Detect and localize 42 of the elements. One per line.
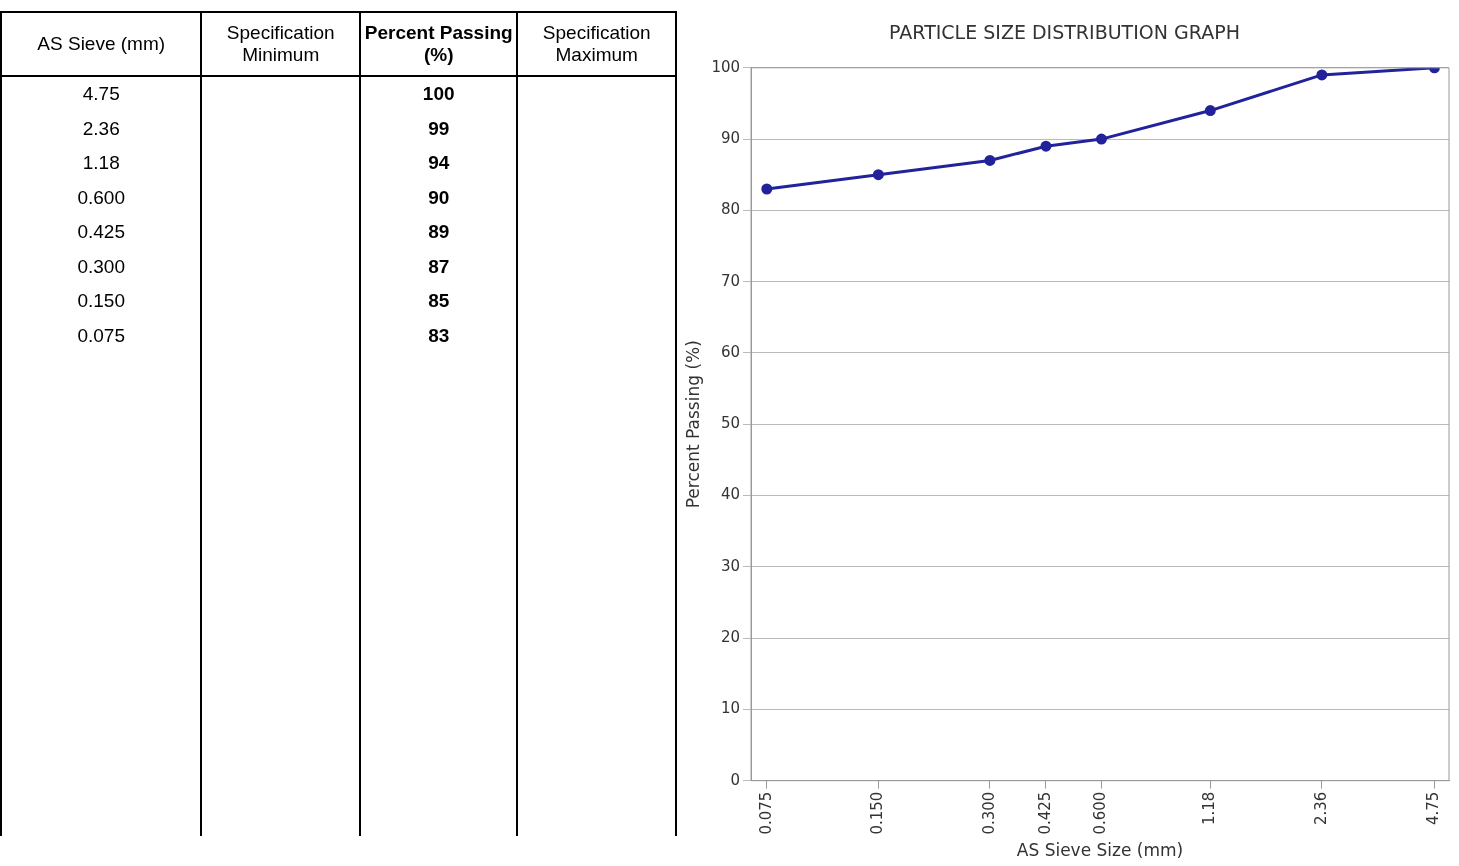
data-label: 94 bbox=[359, 146, 518, 181]
category-label: 0.600 bbox=[1, 180, 202, 215]
x-tick-label: 1.18 bbox=[1200, 791, 1219, 826]
data-label: 99 bbox=[359, 111, 518, 146]
data-label: 85 bbox=[359, 284, 518, 319]
x-tick-label: 0.600 bbox=[1091, 791, 1110, 835]
x-tick-label: 0.300 bbox=[979, 791, 998, 835]
data-label: 89 bbox=[359, 215, 518, 250]
text: Specification Minimum bbox=[201, 12, 360, 76]
category-label: 2.36 bbox=[1, 111, 202, 146]
y-axis-title: Percent Passing (%) bbox=[682, 340, 703, 509]
category-label: 1.18 bbox=[1, 146, 202, 181]
data-label: 87 bbox=[359, 249, 518, 284]
category-label: 0.300 bbox=[1, 249, 202, 284]
y-tick-label: 20 bbox=[720, 627, 741, 646]
chart-title: PARTICLE SIZE DISTRIBUTION GRAPH bbox=[889, 21, 1240, 44]
y-tick-label: 80 bbox=[720, 200, 741, 219]
x-tick-label: 4.75 bbox=[1424, 791, 1443, 826]
data-label: 100 bbox=[359, 76, 518, 112]
y-tick-label: 50 bbox=[720, 414, 741, 433]
x-tick-label: 0.425 bbox=[1035, 791, 1054, 835]
category-label: 0.150 bbox=[1, 284, 202, 319]
x-tick-label: 2.36 bbox=[1311, 791, 1330, 826]
y-tick-label: 0 bbox=[730, 770, 741, 789]
y-tick-label: 100 bbox=[711, 57, 741, 76]
y-tick-label: 10 bbox=[720, 699, 741, 718]
y-tick-label: 60 bbox=[720, 342, 741, 361]
text: Specification Maximum bbox=[517, 12, 676, 76]
data-label: 90 bbox=[359, 180, 518, 215]
category-label: 4.75 bbox=[1, 76, 202, 112]
x-tick-label: 0.150 bbox=[868, 791, 887, 835]
x-axis-title: AS Sieve Size (mm) bbox=[1016, 840, 1184, 861]
text: Percent Passing (%) bbox=[359, 12, 518, 76]
y-tick-label: 40 bbox=[720, 485, 741, 504]
x-tick-label: 0.075 bbox=[756, 791, 775, 835]
y-tick-label: 90 bbox=[720, 128, 741, 147]
category-label: 0.425 bbox=[1, 215, 202, 250]
data-label: 83 bbox=[359, 318, 518, 353]
y-tick-label: 30 bbox=[720, 556, 741, 575]
category-label: 0.075 bbox=[1, 318, 202, 353]
text: AS Sieve (mm) bbox=[1, 12, 202, 76]
y-tick-label: 70 bbox=[720, 271, 741, 290]
